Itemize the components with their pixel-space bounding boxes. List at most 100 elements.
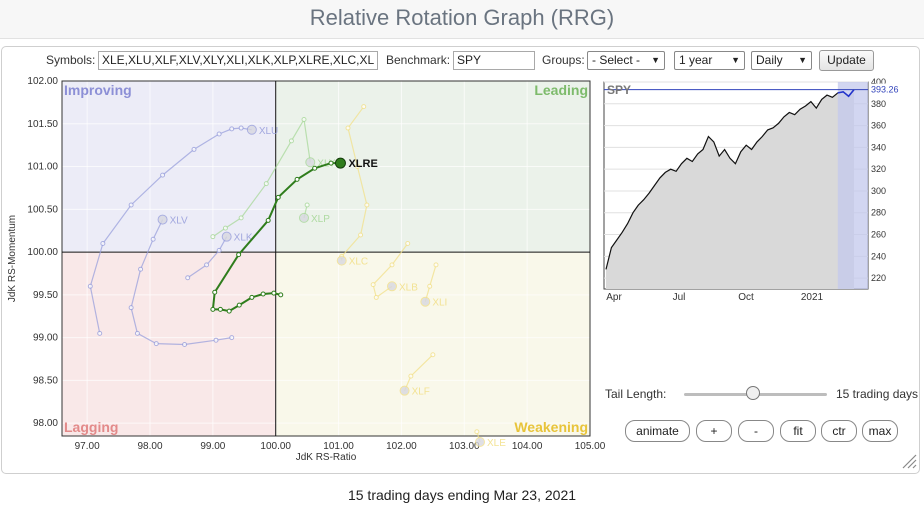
y-tick-label: 98.00	[33, 418, 58, 429]
data-point-xlu	[128, 202, 134, 208]
spy-y-tick-label: 400	[871, 77, 886, 87]
spy-y-tick-label: 280	[871, 208, 886, 218]
data-point-xlb	[370, 282, 376, 288]
spy-area-fill	[606, 89, 854, 289]
period-select-value: 1 year	[679, 53, 713, 67]
data-point-xlu	[160, 172, 166, 178]
max-button[interactable]: max	[862, 420, 898, 442]
data-point-xlre	[328, 160, 334, 166]
data-point-xle	[474, 429, 480, 435]
data-point-xlu	[87, 283, 93, 289]
x-tick-label: 97.00	[75, 441, 100, 452]
data-point-xlf	[430, 352, 436, 358]
data-point-xlre	[217, 306, 223, 312]
data-point-xlu	[100, 241, 106, 247]
x-axis-title: JdK RS-Ratio	[296, 452, 357, 463]
data-point-xli	[420, 296, 431, 307]
spy-y-tick-label: 240	[871, 251, 886, 261]
tail-length-slider-handle[interactable]	[746, 386, 760, 400]
plot-border	[61, 80, 591, 437]
spy-x-tick-label: Jul	[673, 292, 686, 303]
data-point-xlre	[236, 252, 242, 258]
data-point-xlre	[271, 290, 277, 296]
data-point-xlp	[304, 202, 310, 208]
spy-y-tick-label: 380	[871, 99, 886, 109]
frequency-select[interactable]: Daily ▼	[751, 51, 812, 70]
x-tick-label: 101.00	[323, 441, 354, 452]
data-point-xlre	[278, 292, 284, 298]
x-tick-label: 102.00	[386, 441, 417, 452]
y-tick-label: 100.00	[27, 247, 58, 258]
groups-label: Groups:	[542, 53, 585, 67]
spy-y-tick-label: 360	[871, 121, 886, 131]
data-point-xlre	[212, 289, 218, 295]
footer-caption: 15 trading days ending Mar 23, 2021	[347, 487, 577, 503]
spy-x-tick-label: 2021	[801, 292, 824, 303]
data-point-xly	[222, 225, 228, 231]
benchmark-label: Benchmark:	[386, 53, 451, 67]
data-point-xlv	[213, 337, 219, 343]
series-label-xli: XLI	[432, 298, 447, 309]
tail-line-xlu	[89, 127, 252, 334]
data-point-xlre	[249, 294, 255, 300]
data-point-xlre	[312, 165, 318, 171]
series-label-xle: XLE	[487, 438, 506, 449]
series-label-xlp: XLP	[311, 214, 330, 225]
groups-select[interactable]: - Select - ▼	[587, 51, 665, 70]
data-point-xlb	[387, 281, 397, 292]
data-point-xli	[433, 262, 439, 268]
animate-button[interactable]: animate	[625, 420, 690, 442]
weakening-quadrant	[275, 252, 590, 436]
leading-label: Leading	[534, 82, 588, 98]
data-point-xlv	[134, 330, 140, 336]
series-label-xlb: XLB	[399, 282, 418, 293]
center-button[interactable]: ctr	[821, 420, 857, 442]
y-tick-label: 99.00	[33, 333, 58, 344]
data-point-xlv	[153, 341, 159, 347]
benchmark-input[interactable]: SPY	[453, 51, 535, 70]
data-point-xlc	[358, 232, 364, 238]
spy-last-value-bg	[869, 83, 903, 95]
data-point-xlk	[185, 275, 191, 281]
x-tick-label: 104.00	[512, 441, 543, 452]
symbols-input[interactable]: XLE,XLU,XLF,XLV,XLY,XLI,XLK,XLP,XLRE,XLC…	[98, 51, 378, 70]
data-point-xlre	[210, 306, 216, 312]
groups-select-value: - Select -	[592, 53, 641, 67]
update-button[interactable]: Update	[819, 50, 874, 71]
x-tick-label: 98.00	[137, 441, 162, 452]
series-label-xlk: XLK	[234, 233, 253, 244]
spy-y-tick-label: 300	[871, 186, 886, 196]
tail-length-label: Tail Length:	[605, 387, 667, 401]
data-point-xlre	[236, 302, 242, 308]
spy-y-tick-label: 340	[871, 142, 886, 152]
spy-x-tick-label: Apr	[606, 292, 622, 303]
resize-handle-icon[interactable]	[901, 453, 917, 469]
spy-y-tick-label: 320	[871, 164, 886, 174]
spy-last-value-label: 393.26	[871, 85, 899, 95]
spy-y-tick-label: 260	[871, 230, 886, 240]
data-point-xlc	[354, 164, 360, 170]
series-label-xlf: XLF	[412, 387, 430, 398]
data-point-xlc	[336, 255, 347, 266]
data-point-xlc	[345, 125, 351, 131]
fit-button[interactable]: fit	[780, 420, 816, 442]
zoom-out-button[interactable]: -	[738, 420, 774, 442]
data-point-xlb	[389, 262, 395, 268]
data-point-xlk	[221, 231, 232, 242]
data-point-xle	[475, 436, 485, 447]
period-select[interactable]: 1 year ▼	[674, 51, 745, 70]
tail-line-xlre	[211, 162, 341, 313]
lagging-label: Lagging	[64, 419, 118, 435]
data-point-xlu	[238, 125, 244, 131]
series-label-xlu: XLU	[259, 126, 278, 137]
data-point-xlv	[138, 266, 144, 272]
spy-tail-highlight	[837, 82, 868, 289]
y-axis-title: JdK RS-Momentum	[7, 215, 18, 302]
data-point-xlre	[294, 176, 300, 182]
zoom-in-button[interactable]: +	[696, 420, 732, 442]
data-point-xly	[305, 157, 316, 168]
data-point-xly	[238, 215, 244, 221]
data-point-xlre	[260, 291, 266, 297]
